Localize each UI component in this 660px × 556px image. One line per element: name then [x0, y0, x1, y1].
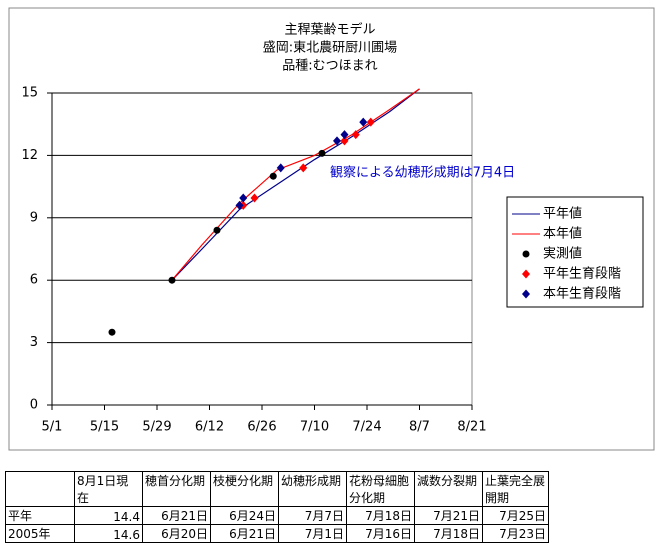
table-cell: 7月25日 — [482, 506, 549, 525]
table-cell: 14.6 — [74, 524, 143, 543]
x-tick-label: 7/24 — [352, 420, 381, 435]
x-tick-label: 8/21 — [457, 420, 486, 435]
table-cell: 6月21日 — [210, 524, 279, 543]
point — [108, 328, 116, 336]
plot-area — [51, 92, 473, 406]
point — [318, 149, 326, 157]
point — [269, 172, 277, 180]
y-tick-label: 15 — [21, 86, 38, 101]
x-tick-label: 5/29 — [142, 420, 171, 435]
table-cell: 7月16日 — [346, 524, 415, 543]
table-cell — [5, 471, 75, 507]
point — [213, 226, 221, 234]
x-tick-label: 6/12 — [195, 420, 224, 435]
x-tick-label: 6/26 — [247, 420, 276, 435]
legend-label: 平年生育段階 — [543, 266, 621, 282]
table-cell: 7月23日 — [482, 524, 549, 543]
table-cell: 6月20日 — [142, 524, 211, 543]
y-tick-label: 0 — [30, 398, 38, 413]
point — [235, 200, 244, 210]
y-tick-label: 12 — [21, 148, 38, 163]
series-line — [171, 88, 420, 281]
table-row: 2005年 14.6 6月20日 6月21日 7月1日 7月16日 7月18日 7月23日 — [5, 524, 549, 543]
table-row: 平年 14.4 6月21日 6月24日 7月7日 7月18日 7月21日 7月25日 — [5, 506, 549, 525]
legend-label: 実測値 — [543, 246, 582, 262]
legend-swatch — [522, 289, 530, 299]
legend-box — [506, 196, 644, 308]
legend-label: 本年生育段階 — [543, 286, 621, 302]
table-cell: 2005年 — [5, 524, 75, 543]
y-tick-label: 6 — [30, 273, 38, 288]
y-tick-label: 9 — [30, 210, 38, 225]
point — [340, 136, 349, 146]
chart-title: 主稈葉齢モデル — [284, 22, 375, 38]
x-tick-label: 7/10 — [300, 420, 329, 435]
table-cell: 14.4 — [74, 506, 143, 525]
point — [250, 193, 259, 203]
x-tick-label: 5/1 — [42, 420, 63, 435]
table-row: 8月1日現在 穂首分化期 枝梗分化期 幼穂形成期 花粉母細胞分化期 減数分裂期 止葉完全展開… — [5, 471, 549, 507]
point — [276, 163, 285, 173]
table-cell: 7月7日 — [278, 506, 347, 525]
table-cell: 穂首分化期 — [142, 471, 211, 507]
x-tick-label: 5/15 — [90, 420, 119, 435]
table-cell: 8月1日現在 — [74, 471, 143, 507]
table-cell: 花粉母細胞分化期 — [346, 471, 415, 507]
point — [299, 163, 308, 173]
legend-label: 平年値 — [543, 206, 582, 222]
data-table: 8月1日現在 穂首分化期 枝梗分化期 幼穂形成期 花粉母細胞分化期 減数分裂期 止葉完全展開… — [5, 471, 549, 543]
point — [351, 130, 360, 140]
table-cell: 6月24日 — [210, 506, 279, 525]
x-tick-label: 8/7 — [409, 420, 430, 435]
point — [168, 276, 176, 284]
table-cell: 7月21日 — [414, 506, 483, 525]
y-tick-label: 3 — [30, 335, 38, 350]
table-cell: 平年 — [5, 506, 75, 525]
legend-swatch — [522, 250, 530, 258]
table-cell: 7月18日 — [414, 524, 483, 543]
point — [239, 193, 248, 203]
series-line — [171, 88, 420, 281]
point — [359, 117, 368, 127]
legend-swatch — [522, 269, 530, 279]
table-cell: 6月21日 — [142, 506, 211, 525]
table-cell: 枝梗分化期 — [210, 471, 279, 507]
table-cell: 幼穂形成期 — [278, 471, 347, 507]
annotation: 観察による幼穂形成期は7月4日 — [330, 166, 515, 181]
point — [333, 136, 341, 146]
point — [366, 117, 375, 127]
point — [340, 130, 349, 140]
legend-label: 本年値 — [543, 226, 582, 242]
chart-title: 盛岡:東北農研厨川圃場 — [263, 40, 397, 56]
table-cell: 止葉完全展開期 — [482, 471, 549, 507]
table-cell: 7月1日 — [278, 524, 347, 543]
table-cell: 減数分裂期 — [414, 471, 483, 507]
chart-title: 品種:むつほまれ — [282, 58, 377, 74]
table-cell: 7月18日 — [346, 506, 415, 525]
